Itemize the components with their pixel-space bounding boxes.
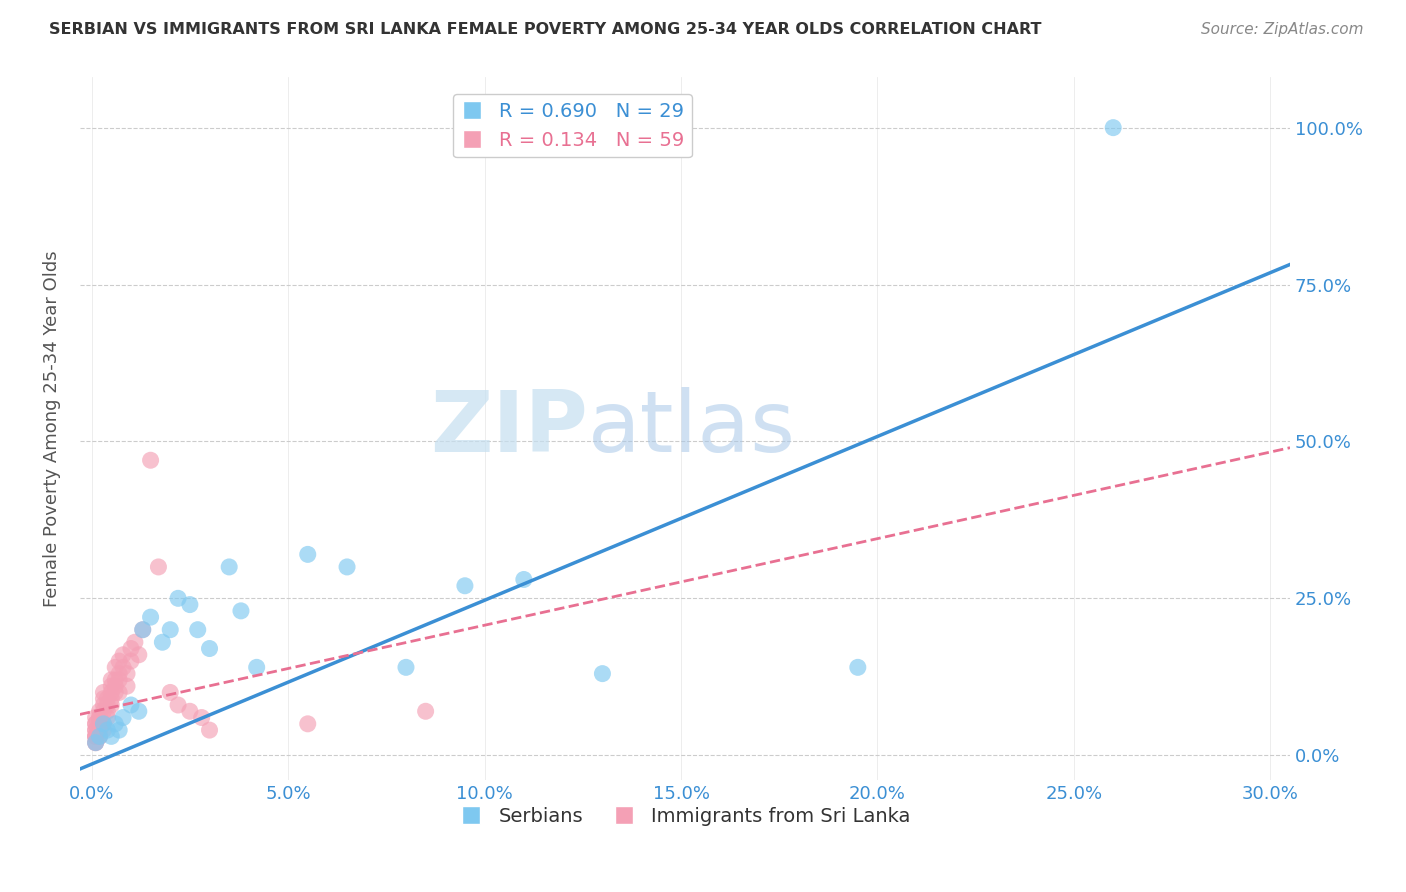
Point	[104, 673, 127, 687]
Point	[100, 698, 122, 712]
Point	[84, 716, 107, 731]
Point	[112, 660, 135, 674]
Point	[229, 604, 252, 618]
Point	[150, 635, 173, 649]
Point	[846, 660, 869, 674]
Point	[84, 730, 107, 744]
Point	[96, 691, 118, 706]
Point	[198, 723, 221, 737]
Point	[167, 698, 190, 712]
Legend: Serbians, Immigrants from Sri Lanka: Serbians, Immigrants from Sri Lanka	[451, 799, 918, 834]
Point	[93, 691, 115, 706]
Point	[100, 730, 122, 744]
Point	[159, 685, 181, 699]
Point	[1102, 120, 1125, 135]
Point	[84, 736, 107, 750]
Point	[336, 560, 359, 574]
Point	[179, 704, 201, 718]
Point	[104, 716, 127, 731]
Point	[84, 730, 107, 744]
Point	[100, 685, 122, 699]
Point	[89, 730, 111, 744]
Point	[246, 660, 269, 674]
Point	[124, 635, 146, 649]
Point	[115, 666, 138, 681]
Point	[89, 723, 111, 737]
Point	[112, 648, 135, 662]
Text: SERBIAN VS IMMIGRANTS FROM SRI LANKA FEMALE POVERTY AMONG 25-34 YEAR OLDS CORREL: SERBIAN VS IMMIGRANTS FROM SRI LANKA FEM…	[49, 22, 1042, 37]
Point	[104, 685, 127, 699]
Y-axis label: Female Poverty Among 25-34 Year Olds: Female Poverty Among 25-34 Year Olds	[44, 251, 60, 607]
Point	[84, 730, 107, 744]
Text: Source: ZipAtlas.com: Source: ZipAtlas.com	[1201, 22, 1364, 37]
Point	[89, 716, 111, 731]
Point	[96, 723, 118, 737]
Point	[179, 598, 201, 612]
Point	[139, 453, 162, 467]
Point	[108, 654, 131, 668]
Point	[108, 723, 131, 737]
Text: atlas: atlas	[588, 387, 796, 470]
Point	[93, 698, 115, 712]
Point	[93, 716, 115, 731]
Point	[84, 736, 107, 750]
Point	[89, 704, 111, 718]
Point	[108, 666, 131, 681]
Point	[132, 623, 155, 637]
Point	[167, 591, 190, 606]
Point	[415, 704, 437, 718]
Point	[395, 660, 418, 674]
Point	[513, 573, 536, 587]
Text: ZIP: ZIP	[430, 387, 588, 470]
Point	[93, 685, 115, 699]
Point	[297, 548, 319, 562]
Point	[190, 710, 212, 724]
Point	[89, 710, 111, 724]
Point	[148, 560, 170, 574]
Point	[187, 623, 209, 637]
Point	[139, 610, 162, 624]
Point	[198, 641, 221, 656]
Point	[218, 560, 240, 574]
Point	[108, 685, 131, 699]
Point	[454, 579, 477, 593]
Point	[132, 623, 155, 637]
Point	[104, 660, 127, 674]
Point	[84, 736, 107, 750]
Point	[120, 641, 142, 656]
Point	[96, 704, 118, 718]
Point	[89, 730, 111, 744]
Point	[89, 710, 111, 724]
Point	[100, 691, 122, 706]
Point	[100, 673, 122, 687]
Point	[104, 679, 127, 693]
Point	[128, 648, 150, 662]
Point	[297, 716, 319, 731]
Point	[96, 698, 118, 712]
Point	[84, 723, 107, 737]
Point	[89, 730, 111, 744]
Point	[591, 666, 613, 681]
Point	[96, 710, 118, 724]
Point	[84, 710, 107, 724]
Point	[112, 710, 135, 724]
Point	[84, 723, 107, 737]
Point	[84, 716, 107, 731]
Point	[120, 654, 142, 668]
Point	[115, 679, 138, 693]
Point	[108, 673, 131, 687]
Point	[93, 716, 115, 731]
Point	[93, 723, 115, 737]
Point	[159, 623, 181, 637]
Point	[100, 679, 122, 693]
Point	[93, 704, 115, 718]
Point	[89, 723, 111, 737]
Point	[128, 704, 150, 718]
Point	[120, 698, 142, 712]
